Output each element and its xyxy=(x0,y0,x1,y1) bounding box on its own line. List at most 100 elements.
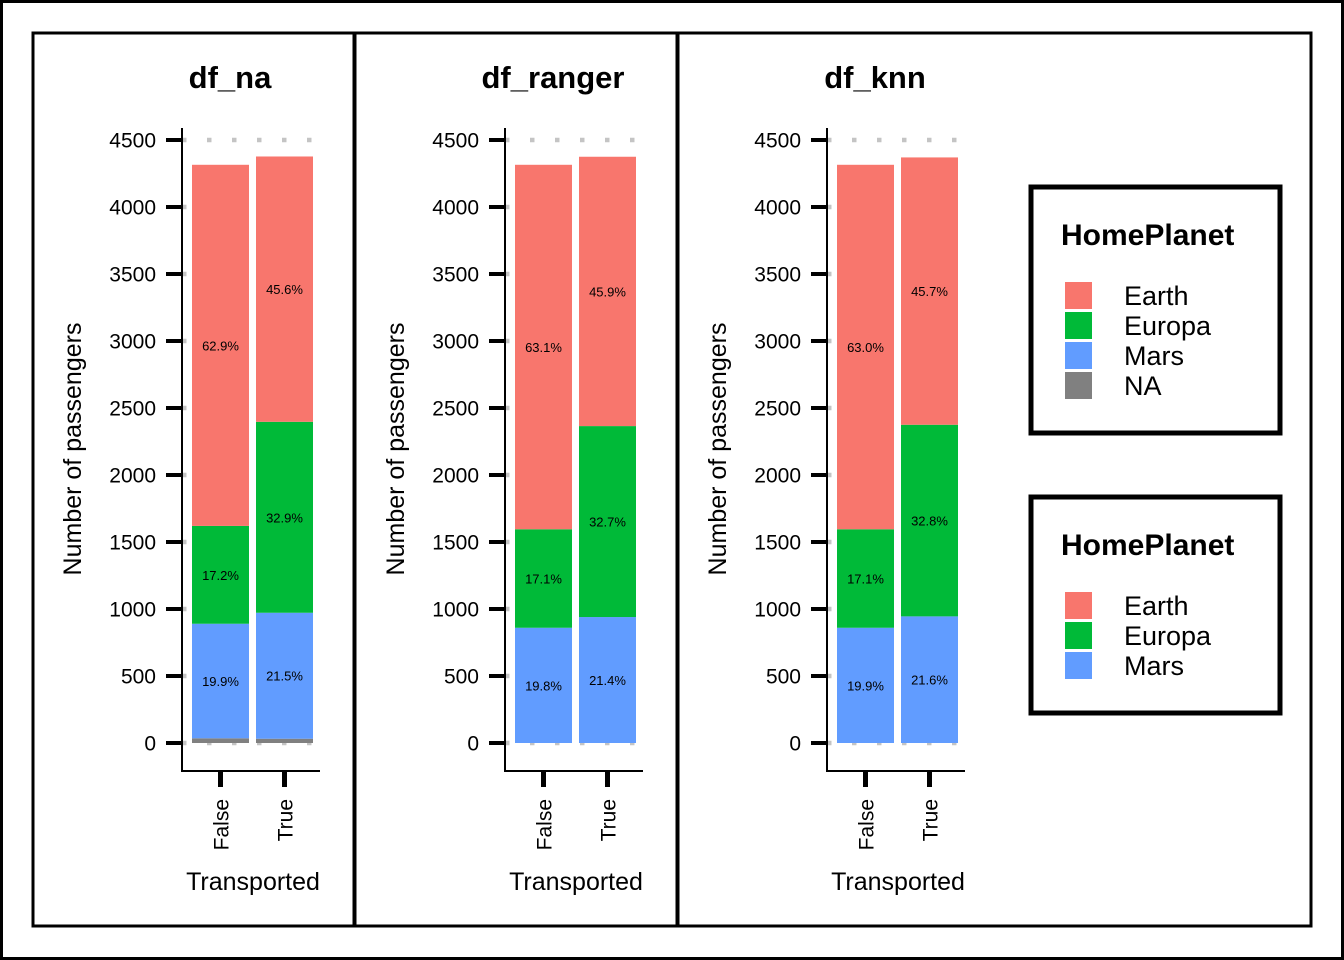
bar-segment-mars xyxy=(837,627,894,743)
bar-segment-mars xyxy=(192,623,249,739)
y-tick-label: 500 xyxy=(766,666,801,689)
x-tick-label: False xyxy=(856,799,879,850)
panel-title: df_na xyxy=(189,60,272,95)
legend-swatch xyxy=(1065,592,1092,619)
legends: HomePlanetEarthEuropaMarsNAHomePlanetEar… xyxy=(1028,184,1283,716)
legend-item-label: Europa xyxy=(1124,621,1212,651)
bar-segment-europa xyxy=(579,426,636,618)
panel-title: df_ranger xyxy=(482,60,625,95)
y-tick-label: 1500 xyxy=(432,532,479,555)
data-label: 17.1% xyxy=(525,572,562,587)
data-label: 21.4% xyxy=(589,673,626,688)
legend-swatch xyxy=(1065,372,1092,399)
y-tick-label: 500 xyxy=(121,666,156,689)
legend-swatch xyxy=(1065,652,1092,679)
data-label: 19.9% xyxy=(847,678,884,693)
legend-swatch xyxy=(1065,312,1092,339)
bar-segment-europa xyxy=(901,424,958,617)
bar-segment-na xyxy=(256,738,313,743)
legend-swatch xyxy=(1065,622,1092,649)
bar-segment-europa xyxy=(192,525,249,624)
bar-segment-earth xyxy=(579,156,636,427)
y-axis-title: Number of passengers xyxy=(704,323,732,576)
data-label: 45.9% xyxy=(589,284,626,299)
y-tick-label: 0 xyxy=(144,733,156,756)
data-label: 63.0% xyxy=(847,340,884,355)
legend-item-label: Mars xyxy=(1124,341,1184,371)
y-tick-label: 3000 xyxy=(109,331,156,354)
data-label: 62.9% xyxy=(202,338,239,353)
chart-panel-1: df_ranger 19.8% 17.1% 63.1% 21.4% 32.7% 45.9% 0… xyxy=(382,60,643,896)
y-tick-label: 3500 xyxy=(754,264,801,287)
legend-item-label: Earth xyxy=(1124,281,1189,311)
y-tick-label: 3500 xyxy=(109,264,156,287)
y-tick-label: 1500 xyxy=(754,532,801,555)
bar-segment-earth xyxy=(192,164,249,526)
y-tick-label: 4500 xyxy=(432,130,479,153)
legend-swatch xyxy=(1065,282,1092,309)
data-label: 45.6% xyxy=(266,282,303,297)
y-tick-label: 4000 xyxy=(754,197,801,220)
y-axis-title: Number of passengers xyxy=(382,323,410,576)
y-tick-label: 1000 xyxy=(432,599,479,622)
y-axis-title: Number of passengers xyxy=(59,323,87,576)
y-tick-label: 2000 xyxy=(432,465,479,488)
legend-title: HomePlanet xyxy=(1061,219,1234,252)
y-tick-label: 2500 xyxy=(754,398,801,421)
legend-title: HomePlanet xyxy=(1061,529,1234,562)
data-label: 32.9% xyxy=(266,510,303,525)
bar-segment-mars xyxy=(901,616,958,743)
y-tick-label: 2000 xyxy=(754,465,801,488)
bar-segment-europa xyxy=(515,529,572,628)
data-label: 21.6% xyxy=(911,673,948,688)
legend-item-label: Earth xyxy=(1124,591,1189,621)
y-tick-label: 1000 xyxy=(754,599,801,622)
data-label: 19.8% xyxy=(525,678,562,693)
x-axis-title: Transported xyxy=(509,868,643,896)
y-tick-label: 4000 xyxy=(432,197,479,220)
x-tick-label: False xyxy=(534,799,557,850)
y-tick-label: 1000 xyxy=(109,599,156,622)
chart-panels: df_na 19.9% 17.2% 62.9% 21.5% 32.9% 45.6% 0 500 1… xyxy=(59,60,965,896)
bar-segment-earth xyxy=(256,156,313,422)
figure-border xyxy=(31,31,1313,928)
bar-segment-earth xyxy=(837,164,894,530)
bar-segment-earth xyxy=(901,157,958,425)
x-tick-label: False xyxy=(211,799,234,850)
y-tick-label: 1500 xyxy=(109,532,156,555)
bar-segment-mars xyxy=(579,617,636,743)
y-tick-label: 3500 xyxy=(432,264,479,287)
y-tick-label: 2000 xyxy=(109,465,156,488)
x-axis-title: Transported xyxy=(831,868,965,896)
bar-segment-europa xyxy=(256,421,313,613)
y-tick-label: 3000 xyxy=(754,331,801,354)
bar-segment-mars xyxy=(515,627,572,743)
legend-item-label: Mars xyxy=(1124,651,1184,681)
data-label: 17.1% xyxy=(847,572,884,587)
bar-segment-mars xyxy=(256,612,313,739)
panel-title: df_knn xyxy=(824,60,926,95)
x-axis-title: Transported xyxy=(186,868,320,896)
x-tick-label: True xyxy=(598,799,621,841)
data-label: 17.2% xyxy=(202,568,239,583)
y-tick-label: 3000 xyxy=(432,331,479,354)
chart-panel-0: df_na 19.9% 17.2% 62.9% 21.5% 32.9% 45.6% 0 500 1… xyxy=(59,60,320,896)
chart-panel-2: df_knn 19.9% 17.1% 63.0% 21.6% 32.8% 45.7% 0 500… xyxy=(704,60,965,896)
data-label: 32.8% xyxy=(911,514,948,529)
x-tick-label: True xyxy=(275,799,298,841)
data-label: 21.5% xyxy=(266,669,303,684)
y-tick-label: 4500 xyxy=(109,130,156,153)
y-tick-label: 4000 xyxy=(109,197,156,220)
y-tick-label: 2500 xyxy=(432,398,479,421)
data-label: 45.7% xyxy=(911,284,948,299)
y-tick-label: 2500 xyxy=(109,398,156,421)
y-tick-label: 0 xyxy=(789,733,801,756)
y-tick-label: 0 xyxy=(467,733,479,756)
data-label: 32.7% xyxy=(589,515,626,530)
y-tick-label: 4500 xyxy=(754,130,801,153)
x-tick-label: True xyxy=(920,799,943,841)
legend-item-label: NA xyxy=(1124,371,1162,401)
